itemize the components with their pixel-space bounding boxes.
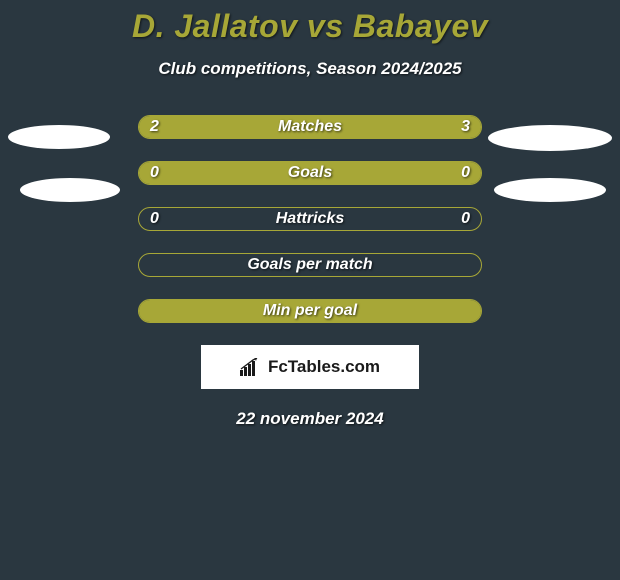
date-label: 22 november 2024 [236, 409, 383, 429]
stat-label: Goals [288, 164, 332, 182]
decorative-oval [488, 125, 612, 151]
stat-left-value: 2 [150, 118, 159, 136]
stat-row: 0 0 Hattricks [0, 207, 620, 231]
brand-label: FcTables.com [268, 357, 380, 377]
decorative-oval [8, 125, 110, 149]
stat-label: Min per goal [263, 302, 357, 320]
stat-left-value: 0 [150, 164, 159, 182]
stat-right-value: 0 [461, 164, 470, 182]
stat-left-value: 0 [150, 210, 159, 228]
stat-bar-left-fill [139, 116, 276, 138]
chart-bars-icon [240, 358, 262, 376]
stat-label: Goals per match [247, 256, 372, 274]
comparison-widget: D. Jallatov vs Babayev Club competitions… [0, 0, 620, 429]
stat-row: Goals per match [0, 253, 620, 277]
decorative-oval [494, 178, 606, 202]
subtitle: Club competitions, Season 2024/2025 [158, 59, 461, 79]
decorative-oval [20, 178, 120, 202]
page-title: D. Jallatov vs Babayev [132, 8, 488, 45]
stat-label: Hattricks [276, 210, 344, 228]
stat-label: Matches [278, 118, 342, 136]
stat-right-value: 3 [461, 118, 470, 136]
brand-box[interactable]: FcTables.com [201, 345, 419, 389]
stat-right-value: 0 [461, 210, 470, 228]
stat-row: Min per goal [0, 299, 620, 323]
